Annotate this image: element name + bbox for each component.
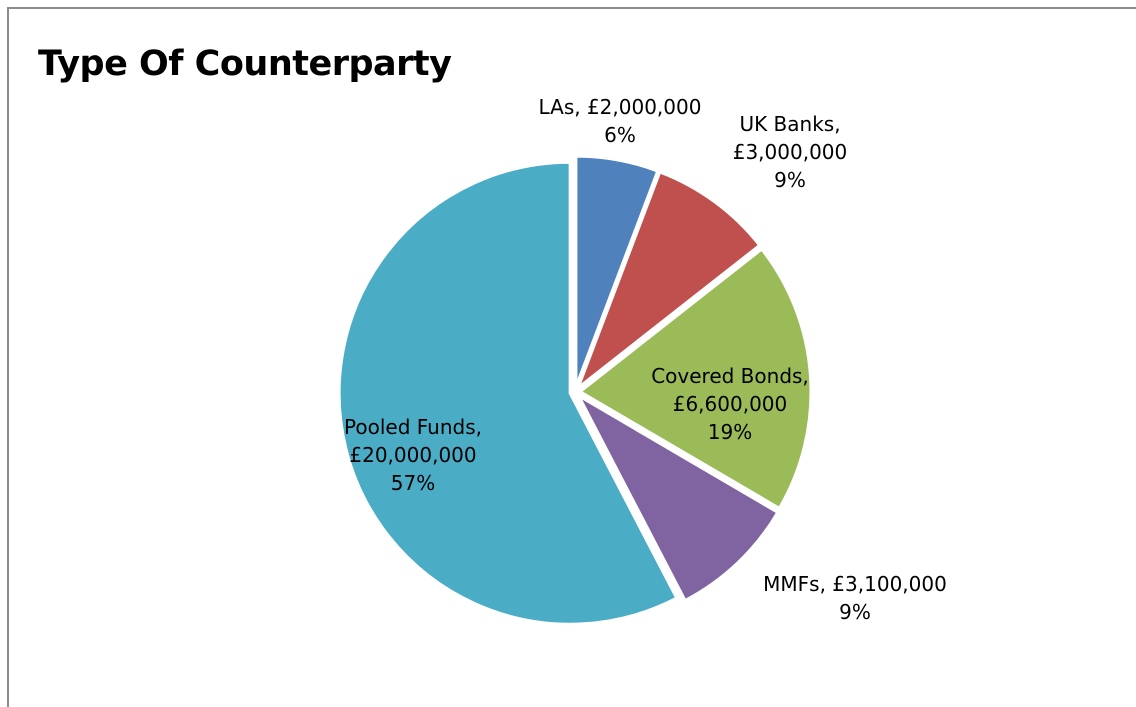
pie-chart: LAs, £2,000,000 6% UK Banks, £3,000,000 9% Co… [337, 95, 947, 626]
pie-slice-las [574, 154, 660, 388]
data-label-uk-banks: UK Banks, £3,000,000 9% [733, 112, 848, 192]
pie-slice-pooled-funds [337, 160, 679, 626]
data-label-pooled-funds: Pooled Funds, £20,000,000 57% [344, 415, 482, 495]
data-label-mmfs: MMFs, £3,100,000 9% [763, 572, 947, 624]
data-label-las: LAs, £2,000,000 6% [539, 95, 702, 147]
data-label-covered-bonds: Covered Bonds, £6,600,000 19% [651, 364, 809, 444]
chart-title: Type Of Counterparty [38, 44, 452, 84]
pie-slice-covered-bonds [577, 246, 813, 511]
chart-frame [7, 7, 1136, 707]
pie-slice-uk-banks [574, 170, 762, 393]
pie-slice-mmfs [574, 391, 780, 603]
